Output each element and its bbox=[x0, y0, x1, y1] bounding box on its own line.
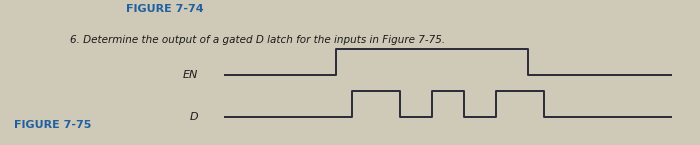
Text: 6. Determine the output of a gated D latch for the inputs in Figure 7-75.: 6. Determine the output of a gated D lat… bbox=[70, 35, 445, 45]
Text: FIGURE 7-74: FIGURE 7-74 bbox=[126, 4, 204, 14]
Text: FIGURE 7-75: FIGURE 7-75 bbox=[14, 120, 92, 130]
Text: EN: EN bbox=[183, 70, 198, 80]
Text: D: D bbox=[190, 112, 198, 122]
